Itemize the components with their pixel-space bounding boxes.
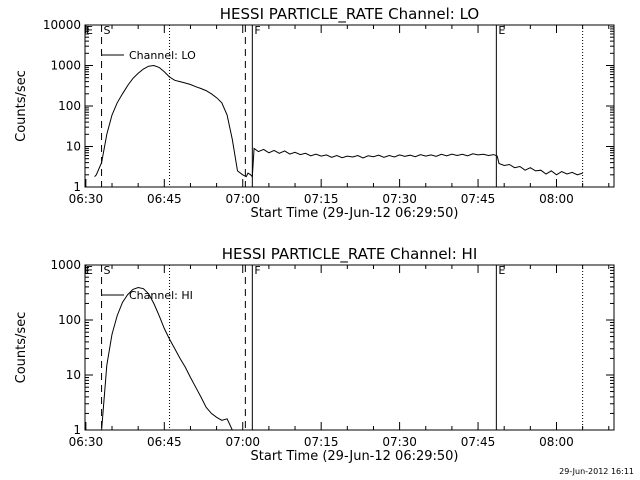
x-tick-label: 06:30 [69,435,104,449]
x-tick-label: 07:15 [304,192,339,206]
series-line [94,64,583,178]
y-tick-label: 10 [66,140,81,154]
x-tick-label: 07:45 [461,192,496,206]
series-line [101,286,233,431]
x-tick-label: 07:30 [382,192,417,206]
y-tick-label: 1000 [50,258,81,272]
footer-timestamp: 29-Jun-2012 16:11 [559,467,634,476]
x-tick-label: 07:15 [304,435,339,449]
left-edge-label: E [86,264,93,277]
y-tick-label: 100 [58,313,81,327]
event-marker-label: S [104,24,111,37]
event-marker-label: S [104,264,111,277]
y-tick-label: 1 [73,180,81,194]
x-tick-label: 07:30 [382,435,417,449]
y-tick-label: 100 [58,99,81,113]
plot-frame [84,264,615,431]
left-edge-label: E [86,24,93,37]
x-tick-label: 06:45 [147,192,182,206]
y-axis-label: Counts/sec [14,70,29,142]
y-tick-label: 10 [66,368,81,382]
x-tick-label: 08:00 [539,435,574,449]
y-tick-label: 1 [73,423,81,437]
y-axis-label: Counts/sec [14,312,29,384]
event-marker-label: F [254,264,260,277]
x-tick-label: 08:00 [539,192,574,206]
y-tick-label: 10000 [43,18,81,32]
y-tick-label: 1000 [50,59,81,73]
legend-label: Channel: LO [129,49,196,62]
chart-title: HESSI PARTICLE_RATE Channel: LO [220,5,479,24]
x-axis-label: Start Time (29-Jun-12 06:29:50) [251,206,459,221]
x-tick-label: 06:45 [147,435,182,449]
x-tick-label: 07:00 [225,435,260,449]
x-tick-label: 06:30 [69,192,104,206]
event-marker-label: F [254,24,260,37]
event-marker-label: E [498,24,505,37]
x-tick-label: 07:45 [461,435,496,449]
chart-title: HESSI PARTICLE_RATE Channel: HI [222,245,478,264]
x-axis-label: Start Time (29-Jun-12 06:29:50) [251,449,459,464]
event-marker-label: E [498,264,505,277]
legend-label: Channel: HI [129,289,193,302]
x-tick-label: 07:00 [225,192,260,206]
